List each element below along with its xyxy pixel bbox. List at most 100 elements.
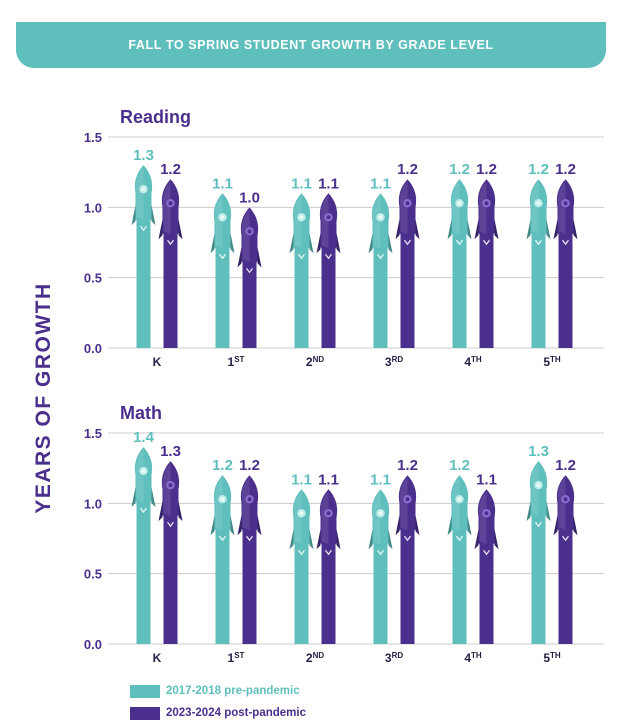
rocket-fin-right: [257, 247, 262, 268]
bar-pre: [447, 475, 472, 644]
rocket-window-inner: [326, 511, 331, 516]
rocket-exhaust: [376, 549, 385, 556]
bar-stem: [294, 535, 309, 644]
rocket-exhaust: [324, 549, 333, 556]
rocket-fin-left: [526, 219, 531, 240]
legend-swatch-pre: [130, 684, 160, 698]
x-tick-base: 4: [464, 355, 471, 369]
rocket-highlight: [293, 195, 302, 249]
rocket-highlight: [214, 477, 223, 531]
data-label: 1.1: [318, 471, 339, 488]
x-tick-sup: ST: [234, 355, 244, 364]
legend-swatch-post: [130, 706, 160, 720]
rocket-fin-right: [230, 515, 235, 536]
rocket-fin-left: [395, 219, 400, 240]
rocket-fin-right: [309, 529, 314, 550]
rocket-fin-left: [447, 515, 452, 536]
x-tick-sup: ND: [313, 355, 325, 364]
rocket-fin-right: [178, 501, 183, 522]
x-tick-label: 2ND: [306, 651, 324, 665]
rocket-exhaust: [245, 535, 254, 542]
rocket-fin-right: [336, 233, 341, 254]
legend-item-post: 2023-2024 post-pandemic: [130, 702, 306, 724]
x-tick-base: 3: [385, 355, 392, 369]
rocket-window-inner: [457, 497, 462, 502]
rocket-fin-left: [553, 219, 558, 240]
rocket-fin-left: [474, 219, 479, 240]
bar-pre: [368, 489, 393, 644]
bar-stem: [373, 535, 388, 644]
rocket-fin-right: [415, 219, 420, 240]
bar-post: [553, 179, 578, 348]
bar-stem: [531, 225, 546, 348]
rocket-exhaust: [245, 267, 254, 274]
rocket-fin-right: [230, 233, 235, 254]
rocket-exhaust: [166, 521, 175, 528]
y-tick-label: 0.5: [84, 271, 102, 286]
bar-pre: [447, 179, 472, 348]
x-tick-base: 1: [228, 355, 235, 369]
x-tick-base: 4: [464, 651, 471, 665]
rocket-window-inner: [378, 511, 383, 516]
bar-post: [395, 475, 420, 644]
rocket-fin-right: [546, 501, 551, 522]
rocket-highlight: [214, 195, 223, 249]
data-label: 1.1: [370, 175, 391, 192]
x-tick-label: 5TH: [543, 355, 561, 369]
rocket-highlight: [135, 449, 144, 503]
rocket-highlight: [320, 491, 329, 545]
data-label: 1.2: [397, 457, 418, 474]
rocket-fin-right: [309, 233, 314, 254]
x-tick-base: 2: [306, 355, 313, 369]
data-label: 1.2: [476, 161, 497, 178]
chart-banner: FALL TO SPRING STUDENT GROWTH BY GRADE L…: [16, 22, 606, 68]
rocket-fin-left: [474, 529, 479, 550]
rocket-exhaust: [218, 253, 227, 260]
rocket-fin-right: [494, 219, 499, 240]
bar-stem: [558, 225, 573, 348]
bar-stem: [373, 239, 388, 348]
rocket-window-inner: [141, 469, 146, 474]
bar-stem: [242, 521, 257, 644]
rocket-exhaust: [376, 253, 385, 260]
x-tick-sup: RD: [392, 651, 404, 660]
data-label: 1.0: [239, 189, 260, 206]
rocket-highlight: [478, 181, 487, 235]
rocket-highlight: [241, 477, 250, 531]
bar-stem: [479, 535, 494, 644]
rocket-highlight: [451, 477, 460, 531]
bar-pre: [526, 461, 551, 644]
rocket-fin-left: [237, 247, 242, 268]
rocket-window-inner: [405, 497, 410, 502]
rocket-fin-right: [494, 529, 499, 550]
x-tick-label: 4TH: [464, 355, 482, 369]
rocket-highlight: [320, 195, 329, 249]
y-tick-label: 1.0: [84, 200, 102, 215]
rocket-window-inner: [220, 215, 225, 220]
rocket-fin-right: [415, 515, 420, 536]
rocket-highlight: [530, 181, 539, 235]
math-chart: Math 0.0 0.5 1.0 1.5 1.4 1.2 1.1 1.1 1.2 1.3 1.3 1.2…: [84, 403, 604, 665]
rocket-fin-left: [210, 515, 215, 536]
bar-stem: [400, 521, 415, 644]
rocket-highlight: [162, 181, 171, 235]
rocket-fin-left: [158, 501, 163, 522]
x-tick-label: 3RD: [385, 355, 403, 369]
rocket-window-inner: [378, 215, 383, 220]
y-tick-label: 1.5: [84, 426, 102, 441]
data-label: 1.1: [212, 175, 233, 192]
rocket-highlight: [241, 209, 250, 263]
bar-stem: [452, 225, 467, 348]
rocket-fin-right: [257, 515, 262, 536]
banner-title: FALL TO SPRING STUDENT GROWTH BY GRADE L…: [128, 38, 494, 52]
rocket-window-inner: [299, 215, 304, 220]
rocket-window-inner: [484, 201, 489, 206]
y-tick-label: 0.5: [84, 567, 102, 582]
rocket-exhaust: [166, 239, 175, 246]
bar-stem: [452, 521, 467, 644]
rocket-exhaust: [534, 521, 543, 528]
rocket-exhaust: [324, 253, 333, 260]
x-tick-base: 2: [306, 651, 313, 665]
rocket-highlight: [557, 181, 566, 235]
bar-stem: [215, 521, 230, 644]
